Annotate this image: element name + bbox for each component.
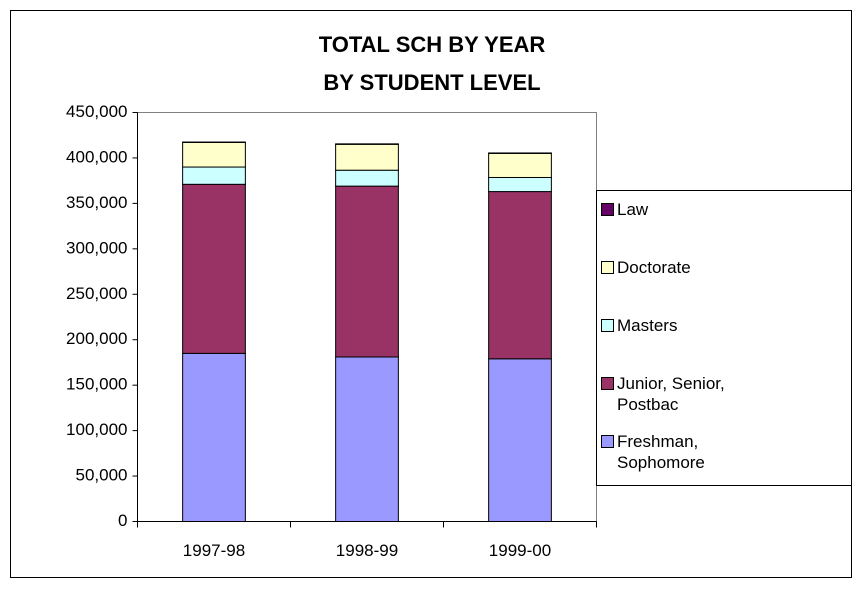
legend-label: Doctorate [617, 258, 691, 277]
bar-segment [488, 176, 552, 193]
legend-entry: Law [601, 199, 761, 220]
y-tick-label: 100,000 [66, 420, 127, 439]
x-tick-label: 1997-98 [183, 541, 245, 560]
bar-segment [182, 166, 246, 185]
bar-segment [335, 185, 399, 358]
y-tick-label: 50,000 [76, 466, 128, 485]
y-tick-label: 450,000 [66, 102, 127, 121]
legend-swatch [601, 261, 614, 274]
y-tick-label: 150,000 [66, 375, 127, 394]
chart-title: TOTAL SCH BY YEAR [319, 32, 546, 57]
legend-label: Freshman, Sophomore [617, 432, 705, 472]
bar-segment [488, 152, 552, 178]
legend-entry: Freshman, Sophomore [601, 431, 761, 473]
legend-box [596, 190, 852, 486]
y-tick-label: 400,000 [66, 147, 127, 166]
legend-entry: Doctorate [601, 257, 761, 278]
legend-swatch [601, 203, 614, 216]
legend-item: Law [601, 199, 761, 220]
bar-segment [488, 191, 552, 360]
legend-item: Doctorate [601, 257, 761, 278]
y-tick-label: 200,000 [66, 329, 127, 348]
y-tick-label: 250,000 [66, 284, 127, 303]
legend-entry: Junior, Senior, Postbac [601, 373, 761, 415]
bar-segment [335, 143, 399, 171]
bar-segment [182, 352, 246, 522]
legend-item: Freshman, Sophomore [601, 431, 761, 473]
legend-label: Law [617, 200, 649, 219]
legend-entry: Masters [601, 315, 761, 336]
legend-label: Junior, Senior, Postbac [617, 374, 725, 414]
bar-segment [182, 183, 246, 354]
bar-segment [182, 141, 246, 168]
legend-item: Junior, Senior, Postbac [601, 373, 761, 415]
x-tick-label: 1998-99 [336, 541, 398, 560]
legend-swatch [601, 435, 614, 448]
y-tick-label: 300,000 [66, 238, 127, 257]
legend-swatch [601, 377, 614, 390]
chart-title: BY STUDENT LEVEL [323, 70, 540, 95]
y-tick-label: 350,000 [66, 193, 127, 212]
legend-swatch [601, 319, 614, 332]
y-tick-label: 0 [118, 511, 127, 530]
legend-label: Masters [617, 316, 678, 335]
legend-item: Masters [601, 315, 761, 336]
bar-segment [335, 169, 399, 187]
bar-segment [488, 358, 552, 523]
bar-segment [335, 356, 399, 523]
x-tick-label: 1999-00 [489, 541, 551, 560]
